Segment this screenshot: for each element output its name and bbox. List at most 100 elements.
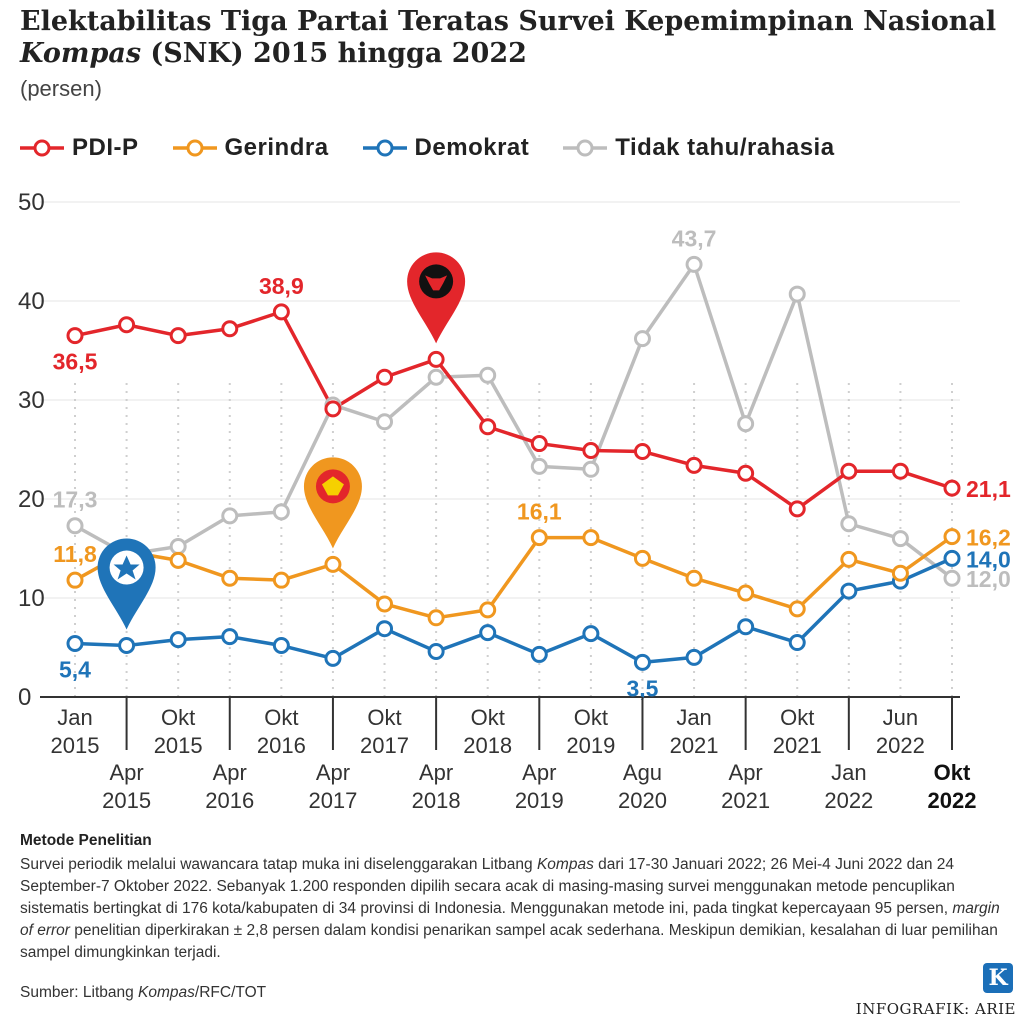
source-prefix: Sumber: Litbang [20,984,139,1001]
data-point-gerindra [376,595,394,613]
value-label-pdi-p: 21,1 [966,476,1011,502]
x-tick-label-month: Apr [213,760,247,785]
data-point-demokrat [66,635,84,653]
legend-item-gerindra: Gerindra [172,134,329,162]
series-line-tidak-tahu-rahasia [74,262,954,580]
data-point-gerindra [66,571,84,589]
data-point-pdi-p [376,368,394,386]
title-line-1: Elektabilitas Tiga Partai Teratas Survei… [20,6,997,37]
data-point-tidak-tahu-rahasia [479,366,497,384]
data-point-demokrat [221,628,239,646]
x-tick-label-year: 2015 [154,733,203,758]
data-point-pdi-p [943,479,961,497]
value-label-demokrat: 14,0 [966,546,1011,572]
x-tick-label-year: 2019 [515,788,564,813]
x-tick-label-year: 2018 [463,733,512,758]
x-tick-label-year: 2021 [773,733,822,758]
data-point-tidak-tahu-rahasia [376,413,394,431]
value-label-gerindra: 16,2 [966,525,1011,551]
x-tick-label-year: 2022 [824,788,873,813]
data-point-pdi-p [891,462,909,480]
legend-label: Demokrat [414,134,530,161]
line-chart: 0102030405036,538,921,111,816,116,25,43,… [18,189,1011,813]
data-point-gerindra [737,584,755,602]
data-point-tidak-tahu-rahasia [685,255,703,273]
x-tick-label-month: Apr [419,760,453,785]
legend-swatch-icon [172,139,217,157]
legend-swatch-icon [563,139,608,157]
x-tick-label-year: 2022 [876,733,925,758]
data-point-pdi-p [685,456,703,474]
data-point-tidak-tahu-rahasia [737,415,755,433]
data-point-pdi-p [788,500,806,518]
data-point-gerindra [840,550,858,568]
data-point-pdi-p [479,418,497,436]
data-point-pdi-p [582,441,600,459]
y-tick-label: 40 [18,288,45,315]
x-tick-label-month: Okt [780,705,814,730]
value-label-tidak-tahu-rahasia: 17,3 [53,487,98,513]
legend-label: Gerindra [224,134,329,161]
data-point-pdi-p [324,400,342,418]
data-point-tidak-tahu-rahasia [530,457,548,475]
x-tick-label-year: 2020 [618,788,667,813]
x-tick-label-year: 2017 [308,788,357,813]
data-point-gerindra [530,529,548,547]
data-point-demokrat [324,649,342,667]
x-tick-label-month: Jan [676,705,711,730]
data-point-gerindra [788,600,806,618]
x-tick-label-month: Apr [109,760,143,785]
data-point-gerindra [685,569,703,587]
methodology-kompas: Kompas [536,856,594,873]
x-tick-label-month: Okt [367,705,401,730]
data-point-demokrat [840,582,858,600]
data-point-tidak-tahu-rahasia [943,569,961,587]
legend-item-tidak-tahu-rahasia: Tidak tahu/rahasia [563,134,834,162]
title-kompas: Kompas [20,38,142,69]
mercy-star-icon [113,555,140,580]
data-point-gerindra [427,609,445,627]
data-point-gerindra [169,551,187,569]
x-tick-label-year: 2017 [360,733,409,758]
source-suffix: /RFC/TOT [194,984,267,1001]
bull-head-icon [425,275,448,291]
series-line-demokrat [74,556,953,665]
data-point-tidak-tahu-rahasia [66,517,84,535]
series-line-gerindra [74,535,954,620]
data-point-pdi-p [118,316,136,334]
y-tick-label: 30 [18,387,45,414]
data-point-demokrat [169,631,187,649]
x-tick-label-year: 2015 [51,733,100,758]
map-pin-bull-head-icon [407,252,466,344]
data-point-demokrat [788,634,806,652]
x-tick-label-month: Apr [316,760,350,785]
x-tick-label-year: 2021 [721,788,770,813]
data-point-pdi-p [221,320,239,338]
legend: PDI-P Gerindra Demokrat Tidak tahu/rahasia [20,130,869,166]
title-line-2: Kompas (SNK) 2015 hingga 2022 [20,38,1010,70]
x-tick-label-year: 2022 [928,788,977,813]
value-label-tidak-tahu-rahasia: 43,7 [672,225,717,251]
x-tick-label-year: 2016 [205,788,254,813]
value-label-tidak-tahu-rahasia: 12,0 [966,566,1011,592]
x-tick-label-year: 2016 [257,733,306,758]
value-label-gerindra: 11,8 [53,541,97,567]
legend-item-pdi-p: PDI-P [20,134,139,162]
source-kompas: Kompas [138,984,195,1001]
data-point-tidak-tahu-rahasia [788,285,806,303]
legend-swatch-icon [362,139,407,157]
x-tick-label-month: Agu [623,760,662,785]
y-tick-label: 10 [18,585,45,612]
kompas-logo-icon: K [983,963,1013,993]
value-label-gerindra: 16,1 [517,499,562,525]
x-tick-label-month: Apr [729,760,763,785]
data-point-pdi-p [427,350,445,368]
source-note: Sumber: Litbang Kompas/RFC/TOT [20,984,266,1002]
methodology-text: Survei periodik melalui wawancara tatap … [20,854,1010,964]
x-tick-label-month: Jan [831,760,866,785]
x-tick-label-year: 2018 [412,788,461,813]
data-point-demokrat [272,637,290,655]
data-point-demokrat [427,642,445,660]
legend-label: Tidak tahu/rahasia [615,134,835,161]
x-tick-label-month: Okt [574,705,608,730]
